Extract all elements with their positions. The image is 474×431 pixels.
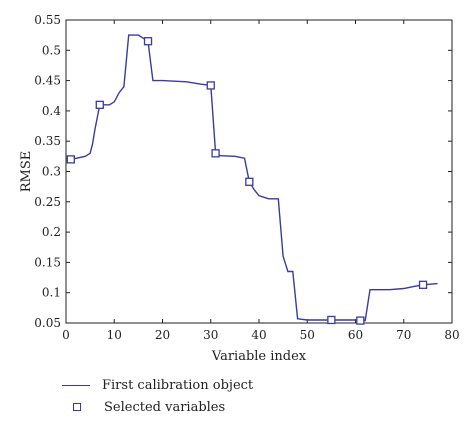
y-tick-label: 0.5 [42, 43, 61, 57]
x-tick-label: 20 [155, 328, 170, 342]
y-tick-label: 0.45 [34, 74, 61, 88]
selected-variable-marker [327, 315, 336, 325]
x-tick-label: 40 [251, 328, 266, 342]
selected-variable-marker [143, 37, 153, 46]
selected-variable-marker [211, 149, 220, 158]
legend-label-series: First calibration object [102, 377, 254, 393]
legend-label-selected: Selected variables [104, 399, 226, 415]
selected-variable-marker [66, 155, 75, 164]
x-tick-label: 0 [62, 328, 70, 342]
x-tick-label: 50 [300, 328, 315, 342]
selected-variable-markers [66, 37, 428, 325]
axis-ticks: 0 10 20 30 40 50 60 70 80 0.05 0.1 0.15 0.2 0.25 0.3 0.… [34, 13, 459, 342]
y-tick-label: 0.05 [34, 316, 61, 330]
y-tick-label: 0.55 [34, 13, 61, 27]
selected-variable-marker [206, 81, 215, 90]
legend-line-swatch [62, 384, 90, 386]
y-tick-label: 0.15 [34, 255, 61, 269]
legend-entry-line: First calibration object [62, 374, 253, 396]
y-tick-label: 0.35 [34, 134, 61, 148]
y-tick-label: 0.2 [42, 225, 61, 239]
plot-area-frame [65, 19, 453, 324]
x-tick-label: 10 [107, 328, 122, 342]
legend: First calibration object Selected variab… [62, 374, 253, 418]
legend-square-marker-icon [73, 403, 81, 411]
selected-variable-marker [356, 316, 365, 325]
y-tick-label: 0.25 [34, 195, 61, 209]
selected-variable-marker [245, 177, 254, 186]
x-tick-label: 30 [203, 328, 218, 342]
y-axis-label: RMSE [19, 151, 34, 193]
legend-entry-markers: Selected variables [62, 396, 253, 418]
selected-variable-marker [95, 100, 104, 109]
y-tick-label: 0.4 [42, 104, 61, 118]
y-tick-label: 0.1 [42, 286, 61, 300]
series-line-first-calibration-object [70, 34, 438, 322]
x-tick-label: 80 [444, 328, 459, 342]
y-tick-label: 0.3 [42, 165, 61, 179]
x-axis-label: Variable index [211, 349, 307, 364]
selected-variable-marker [418, 280, 428, 289]
rmse-chart: 0 10 20 30 40 50 60 70 80 0.05 0.1 0.15 0.2 0.25 0.3 0.… [19, 13, 460, 364]
x-tick-label: 70 [396, 328, 411, 342]
x-tick-label: 60 [348, 328, 363, 342]
